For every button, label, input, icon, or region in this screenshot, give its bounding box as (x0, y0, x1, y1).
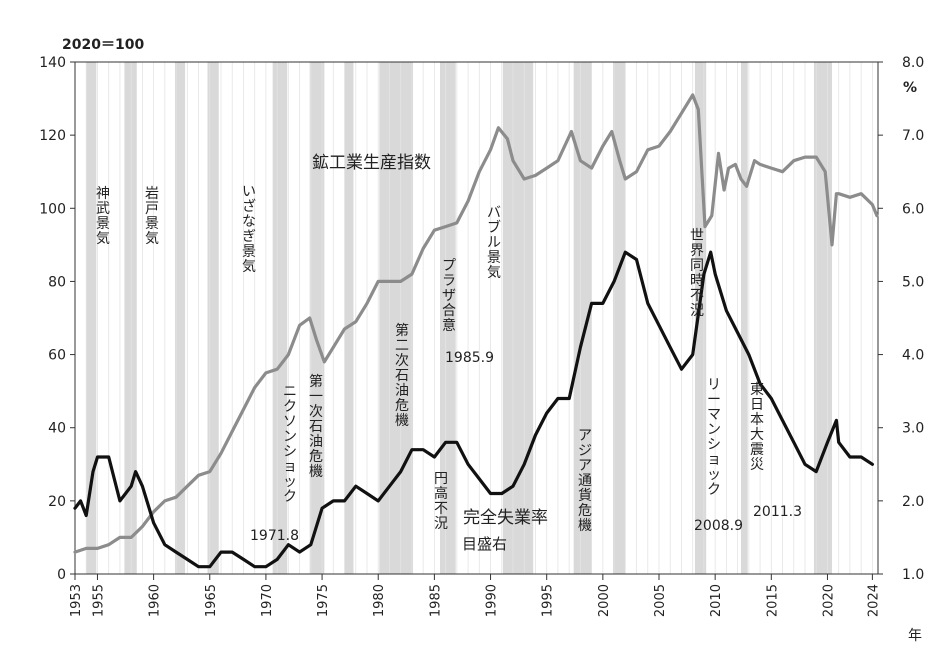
y-left-tick-label: 100 (39, 201, 66, 217)
series-label-iip: 鉱工業生産指数 (312, 153, 431, 173)
recession-band-5 (309, 62, 325, 574)
annotation-asian-crisis: アジア通貨危機 (578, 428, 592, 534)
annotation-nixon-date: 1971.8 (250, 528, 299, 544)
annotation-endaka-recession: 円高不況 (434, 471, 448, 532)
recession-band-2 (174, 62, 186, 574)
series-axis-note: 目盛右 (462, 535, 507, 553)
x-tick-label: 1970 (260, 584, 275, 617)
recession-band-4 (272, 62, 288, 574)
annotation-jimmu-boom: 神武景気 (96, 186, 110, 247)
annotation-second-oil-crisis: 第二次石油危機 (395, 322, 409, 429)
y-right-tick-label: 2.0 (902, 494, 924, 510)
annotation-nixon-shock: ニクソンショック (283, 384, 297, 505)
y-right-tick-label: 6.0 (902, 201, 924, 217)
annotation-bubble-boom: バブル景気 (487, 205, 501, 281)
annotation-plaza-accord: プラザ合意 (442, 258, 456, 334)
x-tick-label: 1975 (316, 584, 331, 617)
annotation-iwato-boom: 岩戸景気 (145, 186, 159, 247)
y-right-tick-label: 1.0 (902, 567, 924, 583)
x-tick-label: 1995 (541, 584, 556, 617)
annotation-izanagi-boom: いざなぎ景気 (242, 184, 256, 275)
plot-frame (74, 61, 879, 575)
series-unemployment (73, 250, 874, 569)
recession-band-3 (207, 62, 219, 574)
unemployment-line (73, 250, 874, 569)
y-axis-right: 1.0 2.0 3.0 4.0 5.0 6.0 7.0 8.0 (878, 55, 924, 583)
x-tick-label: 1960 (148, 584, 163, 617)
x-tick-label: 2005 (653, 584, 668, 617)
recession-band-0 (86, 62, 97, 574)
iip-line (73, 93, 879, 554)
recession-band-11 (612, 62, 626, 574)
year-gridlines (74, 62, 873, 574)
y-axis-left: 0 20 40 60 80 100 120 140 (39, 55, 75, 583)
annotation-lehman-date: 2008.9 (694, 518, 743, 534)
y-right-tick-label: 4.0 (902, 348, 924, 364)
x-tick-label: 1955 (91, 584, 106, 617)
y-left-tick-label: 40 (48, 421, 66, 437)
series-label-unemployment: 完全失業率 (463, 508, 548, 528)
x-tick-label: 1980 (372, 584, 387, 617)
y-right-tick-label: 7.0 (902, 128, 924, 144)
y-right-tick-label: 3.0 (902, 421, 924, 437)
x-tick-label: 2015 (765, 584, 780, 617)
year-suffix: 年 (908, 628, 922, 644)
y-left-tick-label: 60 (48, 348, 66, 364)
x-tick-label: 2010 (709, 584, 724, 617)
recession-band-14 (813, 62, 832, 574)
y-right-tick-label: 5.0 (902, 274, 924, 290)
annotation-global-recession: 世界同時不況 (690, 228, 704, 319)
x-tick-label: 1990 (485, 584, 500, 617)
y-left-tick-label: 0 (57, 567, 66, 583)
annotation-plaza-date: 1985.9 (445, 350, 494, 366)
x-tick-label: 2020 (821, 584, 836, 617)
y-right-tick-label: 8.0 (902, 55, 924, 71)
recession-band-7 (379, 62, 414, 574)
y-left-tick-label: 80 (48, 274, 66, 290)
x-axis: 1953 1955 1960 1965 1970 1975 1980 1985 1990 1995… (69, 574, 881, 617)
recession-band-12 (694, 62, 707, 574)
recession-band-10 (573, 62, 592, 574)
left-axis-unit: 2020＝100 (62, 37, 144, 53)
x-tick-label: 2000 (597, 584, 612, 617)
annotation-tohoku-earthquake: 東日本大震災 (750, 382, 764, 473)
x-tick-label: 1965 (204, 584, 219, 617)
series-iip (73, 93, 879, 554)
right-axis-unit: % (903, 80, 917, 96)
y-left-tick-label: 140 (39, 55, 66, 71)
y-left-tick-label: 120 (39, 128, 66, 144)
annotation-tohoku-date: 2011.3 (753, 504, 802, 520)
x-tick-label: 1953 (69, 584, 84, 617)
x-tick-label: 2024 (866, 584, 881, 617)
recession-band-13 (740, 62, 748, 574)
annotation-lehman-shock: リーマンショック (707, 377, 721, 498)
recession-band-6 (344, 62, 354, 574)
annotation-first-oil-crisis: 第一次石油危機 (309, 373, 323, 480)
y-left-tick-label: 20 (48, 494, 66, 510)
x-tick-label: 1985 (428, 584, 443, 617)
recession-band-1 (124, 62, 137, 574)
